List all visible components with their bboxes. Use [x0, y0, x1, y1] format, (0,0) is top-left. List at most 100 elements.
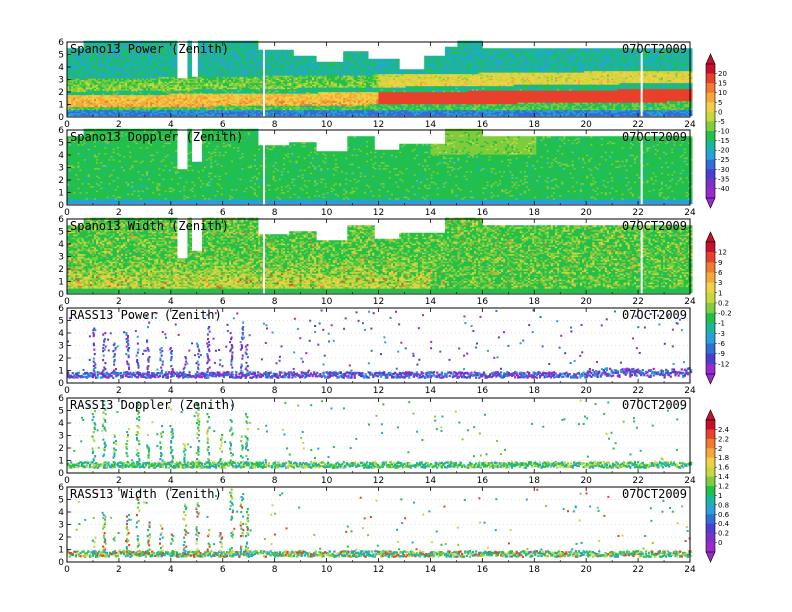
cell [118, 82, 122, 85]
cell [69, 81, 72, 84]
cell [112, 88, 116, 91]
cell [102, 99, 105, 102]
cell [114, 102, 118, 105]
cell [123, 96, 126, 99]
cell [102, 97, 105, 100]
cell [79, 64, 82, 67]
cell [83, 91, 87, 94]
cell [127, 94, 130, 97]
cell [106, 99, 109, 102]
cell [75, 73, 78, 76]
cell [120, 78, 124, 81]
cell [100, 84, 103, 87]
cell [108, 70, 112, 73]
cell [77, 97, 80, 100]
cell [96, 88, 99, 91]
cell [69, 90, 72, 93]
cell [89, 63, 93, 66]
cell [100, 49, 103, 52]
cell [127, 70, 130, 73]
cell [71, 100, 74, 103]
cell [118, 88, 122, 91]
cell [96, 70, 99, 73]
cell [118, 43, 122, 46]
cell [116, 93, 120, 96]
cell [85, 45, 89, 48]
cell [98, 75, 101, 78]
cell [94, 112, 97, 115]
cell [73, 58, 76, 61]
cell [67, 112, 70, 115]
cell [102, 88, 105, 91]
cell [104, 94, 107, 97]
cell [83, 43, 87, 46]
cell [98, 46, 101, 49]
cell [98, 99, 101, 102]
cell [91, 97, 95, 100]
cell [98, 61, 101, 64]
cell [116, 63, 120, 66]
cell [67, 51, 70, 54]
cell [77, 78, 80, 81]
cell [104, 90, 107, 93]
cell [89, 70, 93, 73]
cell [75, 111, 78, 114]
cell [71, 88, 74, 91]
cell [110, 57, 114, 60]
cell [104, 76, 107, 79]
cell [73, 93, 76, 96]
cell [118, 64, 122, 67]
cell [96, 66, 99, 69]
cell [83, 87, 87, 90]
cell [96, 48, 99, 51]
cell [116, 96, 120, 99]
cell [102, 79, 105, 82]
cell [104, 45, 107, 48]
cell [79, 85, 82, 88]
cell [75, 81, 78, 84]
cell [91, 63, 95, 66]
cell [100, 67, 103, 70]
cell [125, 109, 128, 112]
cell [94, 51, 97, 54]
cell [98, 103, 101, 106]
cell [112, 102, 116, 105]
cell [127, 78, 130, 81]
cell [91, 76, 95, 79]
cell [94, 99, 97, 102]
cell [120, 84, 124, 87]
cell [91, 60, 95, 63]
cell [75, 76, 78, 79]
cell [96, 100, 99, 103]
cell [120, 48, 124, 51]
cell [102, 111, 105, 114]
cell [87, 52, 91, 55]
cell [98, 111, 101, 114]
cell [71, 111, 74, 114]
cell [71, 76, 74, 79]
cell [116, 72, 120, 75]
cell [91, 70, 95, 73]
cell [110, 43, 114, 46]
cell [98, 85, 101, 88]
cell [87, 58, 91, 61]
cell [71, 84, 74, 87]
cell [69, 64, 72, 67]
cell [71, 78, 74, 81]
cell [79, 75, 82, 78]
cell [110, 97, 114, 100]
cell [98, 72, 101, 75]
cell [102, 84, 105, 87]
cell [120, 69, 124, 72]
cell [112, 67, 116, 70]
cell [71, 51, 74, 54]
cell [83, 64, 87, 67]
cell [116, 79, 120, 82]
cell [118, 109, 122, 112]
cell [104, 106, 107, 109]
cell [102, 60, 105, 63]
cell [116, 111, 120, 114]
cell [100, 66, 103, 69]
cell [96, 96, 99, 99]
cell [94, 60, 97, 63]
